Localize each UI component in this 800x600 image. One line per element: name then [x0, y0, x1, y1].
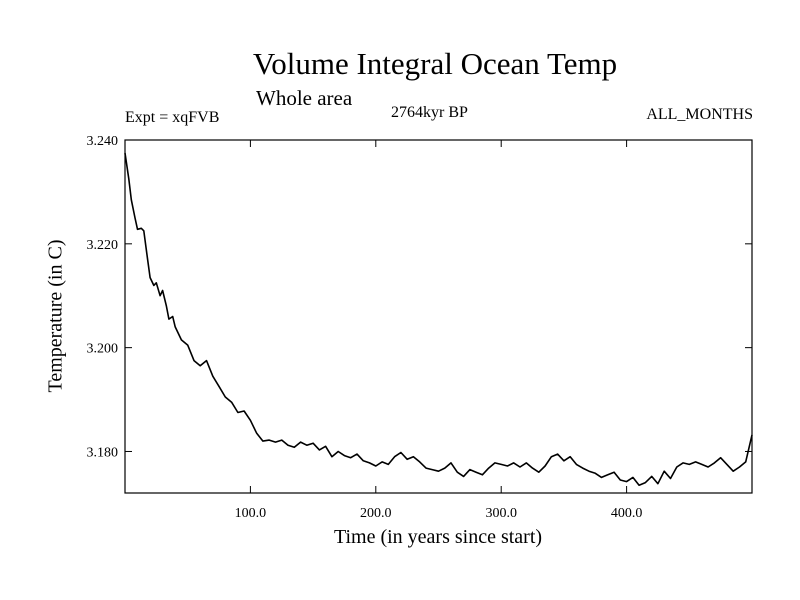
- y-tick-label: 3.200: [87, 342, 119, 357]
- x-tick-label: 400.0: [611, 506, 643, 521]
- x-tick-label: 300.0: [485, 506, 517, 521]
- y-tick-label: 3.240: [87, 134, 119, 149]
- months-label: ALL_MONTHS: [646, 106, 753, 123]
- chart-title: Volume Integral Ocean Temp: [252, 46, 618, 81]
- plot-frame: [124, 139, 753, 494]
- y-tick-label: 3.180: [87, 445, 119, 460]
- temperature-series-line: [124, 152, 753, 486]
- x-tick-label: 100.0: [235, 506, 267, 521]
- chart-subtitle: Whole area: [256, 86, 353, 110]
- x-axis-label: Time (in years since start): [333, 526, 543, 548]
- period-label: 2764kyr BP: [391, 104, 468, 121]
- y-tick-label: 3.220: [87, 238, 119, 253]
- experiment-label: Expt = xqFVB: [125, 109, 220, 126]
- x-tick-label: 200.0: [360, 506, 392, 521]
